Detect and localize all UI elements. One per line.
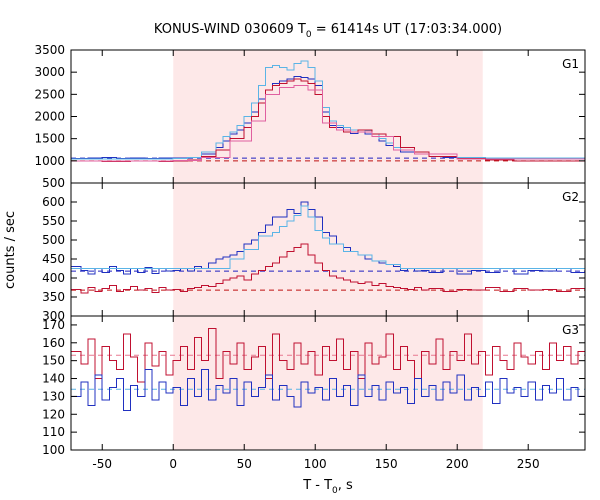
y-tick-label: 500 [42, 233, 65, 247]
shaded-interval-g2 [173, 183, 483, 316]
y-tick-label: 400 [42, 271, 65, 285]
y-tick-label: 120 [42, 407, 65, 421]
series-line-g3-1 [71, 369, 585, 412]
y-tick-label: 170 [42, 318, 65, 332]
y-tick-label: 150 [42, 354, 65, 368]
y-tick-label: 350 [42, 290, 65, 304]
panel-g2: 300 350 400 450 500 550 600 G2 [42, 182, 586, 323]
y-tick-label: 3000 [34, 65, 65, 79]
panel-label: G2 [562, 190, 579, 204]
y-tick-label: 130 [42, 389, 65, 403]
y-tick-label: 2000 [34, 110, 65, 124]
x-tick-label: 50 [237, 457, 252, 471]
y-tick-label: 450 [42, 252, 65, 266]
x-tick-label: 200 [446, 457, 469, 471]
y-tick-label: 110 [42, 425, 65, 439]
y-tick-label: 2500 [34, 87, 65, 101]
x-tick-label: 100 [304, 457, 327, 471]
x-tick-label: 150 [375, 457, 398, 471]
y-axis-label: counts / sec [3, 211, 18, 289]
y-tick-label: 300 [42, 309, 65, 323]
plot-area: 500100015002000250030003500G130035040045… [34, 43, 586, 471]
y-tick-label: 1000 [34, 154, 65, 168]
x-tick-label: 250 [517, 457, 540, 471]
series-line-g3-0 [71, 328, 585, 383]
y-tick-label: 160 [42, 336, 65, 350]
panel-frame-g3 [70, 315, 586, 451]
shaded-interval-g3 [173, 316, 483, 450]
series-line-g1-3 [71, 85, 585, 162]
panel-g1: 500 1000 1500 2000 2500 3000 3500 G1 [34, 43, 586, 190]
panel-g3: 100 110 120 130 140 150 160 170 G3 [42, 315, 586, 457]
series-line-g2-1 [71, 205, 585, 271]
series-line-g2-0 [71, 201, 585, 275]
y-tick-label: 1500 [34, 132, 65, 146]
y-tick-label: 550 [42, 214, 65, 228]
y-tick-label: 140 [42, 372, 65, 386]
panel-label: G3 [562, 323, 579, 337]
x-axis-label: T - T0, s [302, 478, 353, 496]
chart-title: KONUS-WIND 030609 T0 = 61414s UT (17:03:… [154, 22, 502, 40]
y-tick-label: 500 [42, 176, 65, 190]
panel-label: G1 [562, 57, 579, 71]
x-tick-label: 0 [169, 457, 177, 471]
x-tick-label: -50 [92, 457, 112, 471]
y-tick-label: 3500 [34, 43, 65, 57]
series-line-g1-1 [71, 60, 585, 160]
series-line-g2-2 [71, 243, 585, 294]
y-tick-label: 600 [42, 195, 65, 209]
y-tick-label: 100 [42, 443, 65, 457]
